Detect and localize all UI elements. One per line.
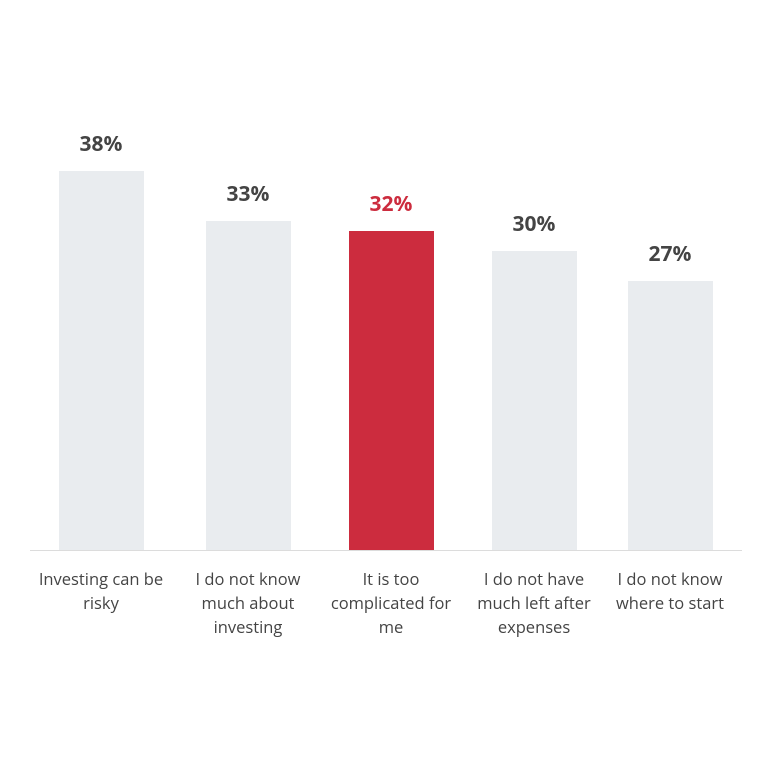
value-label: 30% [512, 209, 556, 238]
value-label: 33% [226, 179, 270, 208]
category-label: I do not have much left after expenses [477, 567, 591, 638]
category-label: Investing can be risky [38, 567, 164, 614]
bar [58, 171, 144, 550]
bar [491, 250, 577, 550]
category-label: I do not know much about investing [195, 567, 301, 638]
category-label: It is too complicated for me [330, 567, 452, 638]
bar [627, 280, 713, 550]
value-label: 38% [79, 130, 123, 159]
value-label: 32% [369, 189, 413, 218]
category-label: I do not know where to start [615, 567, 725, 614]
bar [348, 230, 434, 550]
baseline [30, 550, 742, 551]
value-label: 27% [648, 239, 692, 268]
bar [205, 220, 291, 550]
